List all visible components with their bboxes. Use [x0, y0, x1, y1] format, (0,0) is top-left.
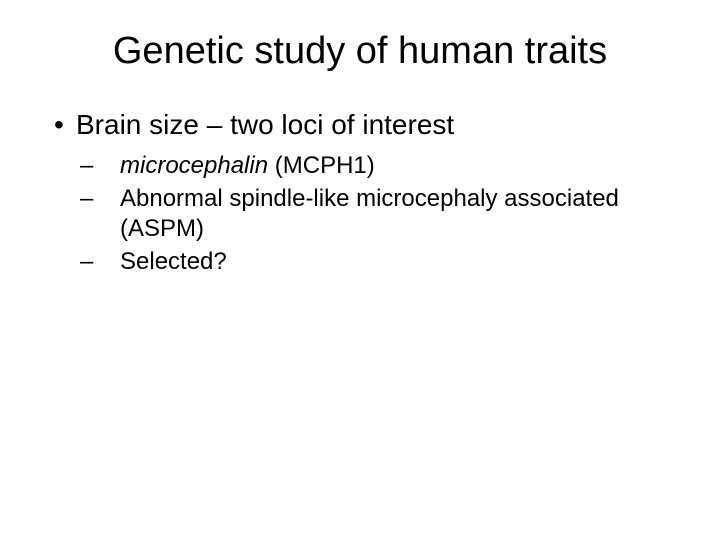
sub-bullet-item: –Selected? [100, 247, 680, 278]
slide: Genetic study of human traits •Brain siz… [0, 0, 720, 540]
bullet-dot-icon: • [54, 109, 76, 141]
bullet-level1: •Brain size – two loci of interest [54, 109, 680, 141]
sub-bullet-item: –Abnormal spindle-like microcephaly asso… [100, 184, 680, 245]
sub-bullet-text: Abnormal spindle-like microcephaly assoc… [120, 185, 619, 243]
dash-icon: – [100, 247, 120, 278]
sub-bullet-list: –microcephalin (MCPH1) –Abnormal spindle… [100, 151, 680, 278]
sub-bullet-italic: microcephalin [120, 152, 268, 179]
dash-icon: – [100, 184, 120, 215]
sub-bullet-text: (MCPH1) [268, 152, 375, 179]
sub-bullet-text: Selected? [120, 248, 227, 275]
dash-icon: – [100, 151, 120, 182]
sub-bullet-item: –microcephalin (MCPH1) [100, 151, 680, 182]
bullet-level1-text: Brain size – two loci of interest [76, 109, 454, 140]
slide-title: Genetic study of human traits [40, 30, 680, 73]
